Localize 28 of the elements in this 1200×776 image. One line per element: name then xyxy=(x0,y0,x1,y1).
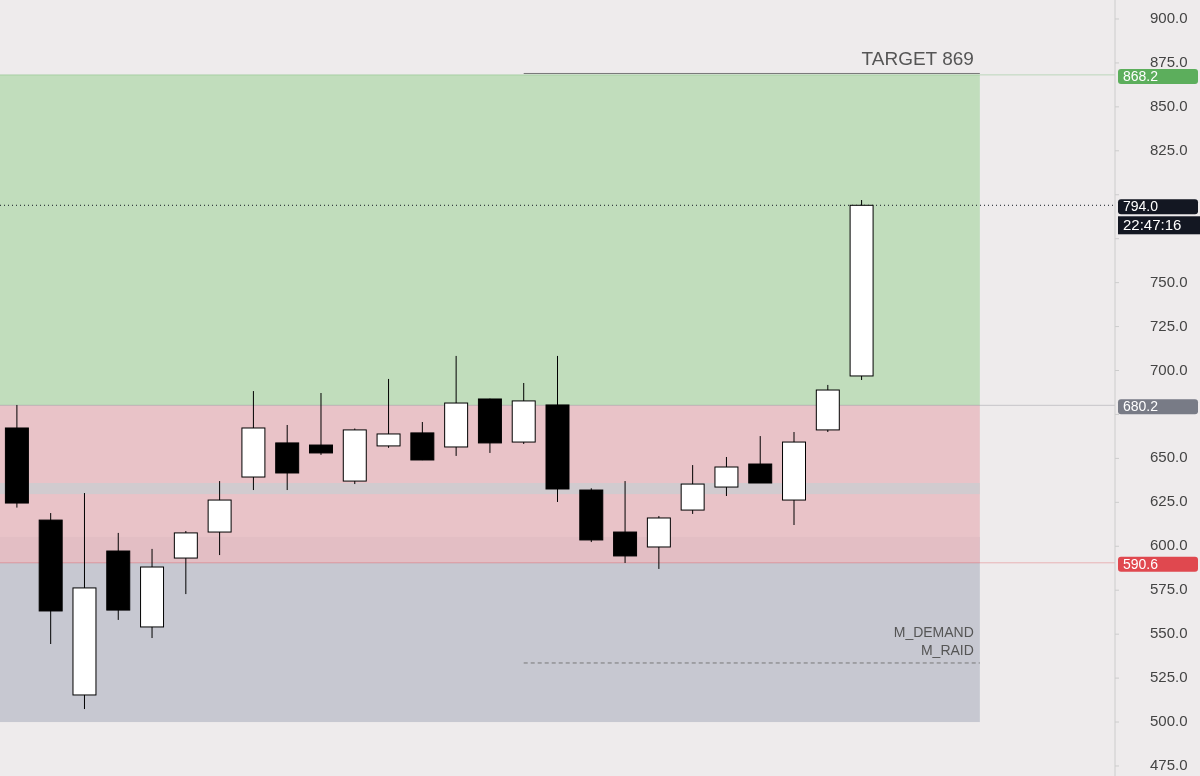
ref-line-label: 868.2 xyxy=(1123,67,1159,84)
y-tick-label: 650.0 xyxy=(1150,448,1188,466)
candlestick xyxy=(613,480,638,564)
ref-line-label: 680.2 xyxy=(1123,398,1159,415)
y-tick-label: 550.0 xyxy=(1150,624,1188,642)
y-tick-label: 500.0 xyxy=(1150,712,1188,730)
y-tick-label: 625.0 xyxy=(1150,492,1188,510)
y-tick-label: 725.0 xyxy=(1150,316,1188,334)
y-tick-label: 750.0 xyxy=(1150,272,1188,290)
y-tick-label: 825.0 xyxy=(1150,140,1188,158)
y-tick-label: 525.0 xyxy=(1150,668,1188,686)
y-tick-label: 475.0 xyxy=(1150,755,1188,773)
band-label: M_DEMAND xyxy=(893,624,974,641)
y-tick-label: 700.0 xyxy=(1150,360,1188,378)
ref-line-label: 794.0 xyxy=(1123,198,1159,215)
y-tick-label: 900.0 xyxy=(1150,8,1188,26)
y-tick-label: 875.0 xyxy=(1150,52,1188,70)
candlestick xyxy=(309,392,333,456)
y-tick-label: 850.0 xyxy=(1150,96,1188,114)
y-tick-label: 575.0 xyxy=(1150,580,1188,598)
ref-line-label: TARGET 869 xyxy=(861,48,974,70)
candlestick xyxy=(714,456,739,497)
text: 22:47:16 xyxy=(1123,216,1182,234)
candlestick xyxy=(376,378,401,449)
ref-line-label: M_RAID xyxy=(920,641,974,658)
candlestick xyxy=(748,435,773,484)
ref-line-label: 590.6 xyxy=(1123,555,1159,572)
y-tick-label: 600.0 xyxy=(1150,536,1188,554)
